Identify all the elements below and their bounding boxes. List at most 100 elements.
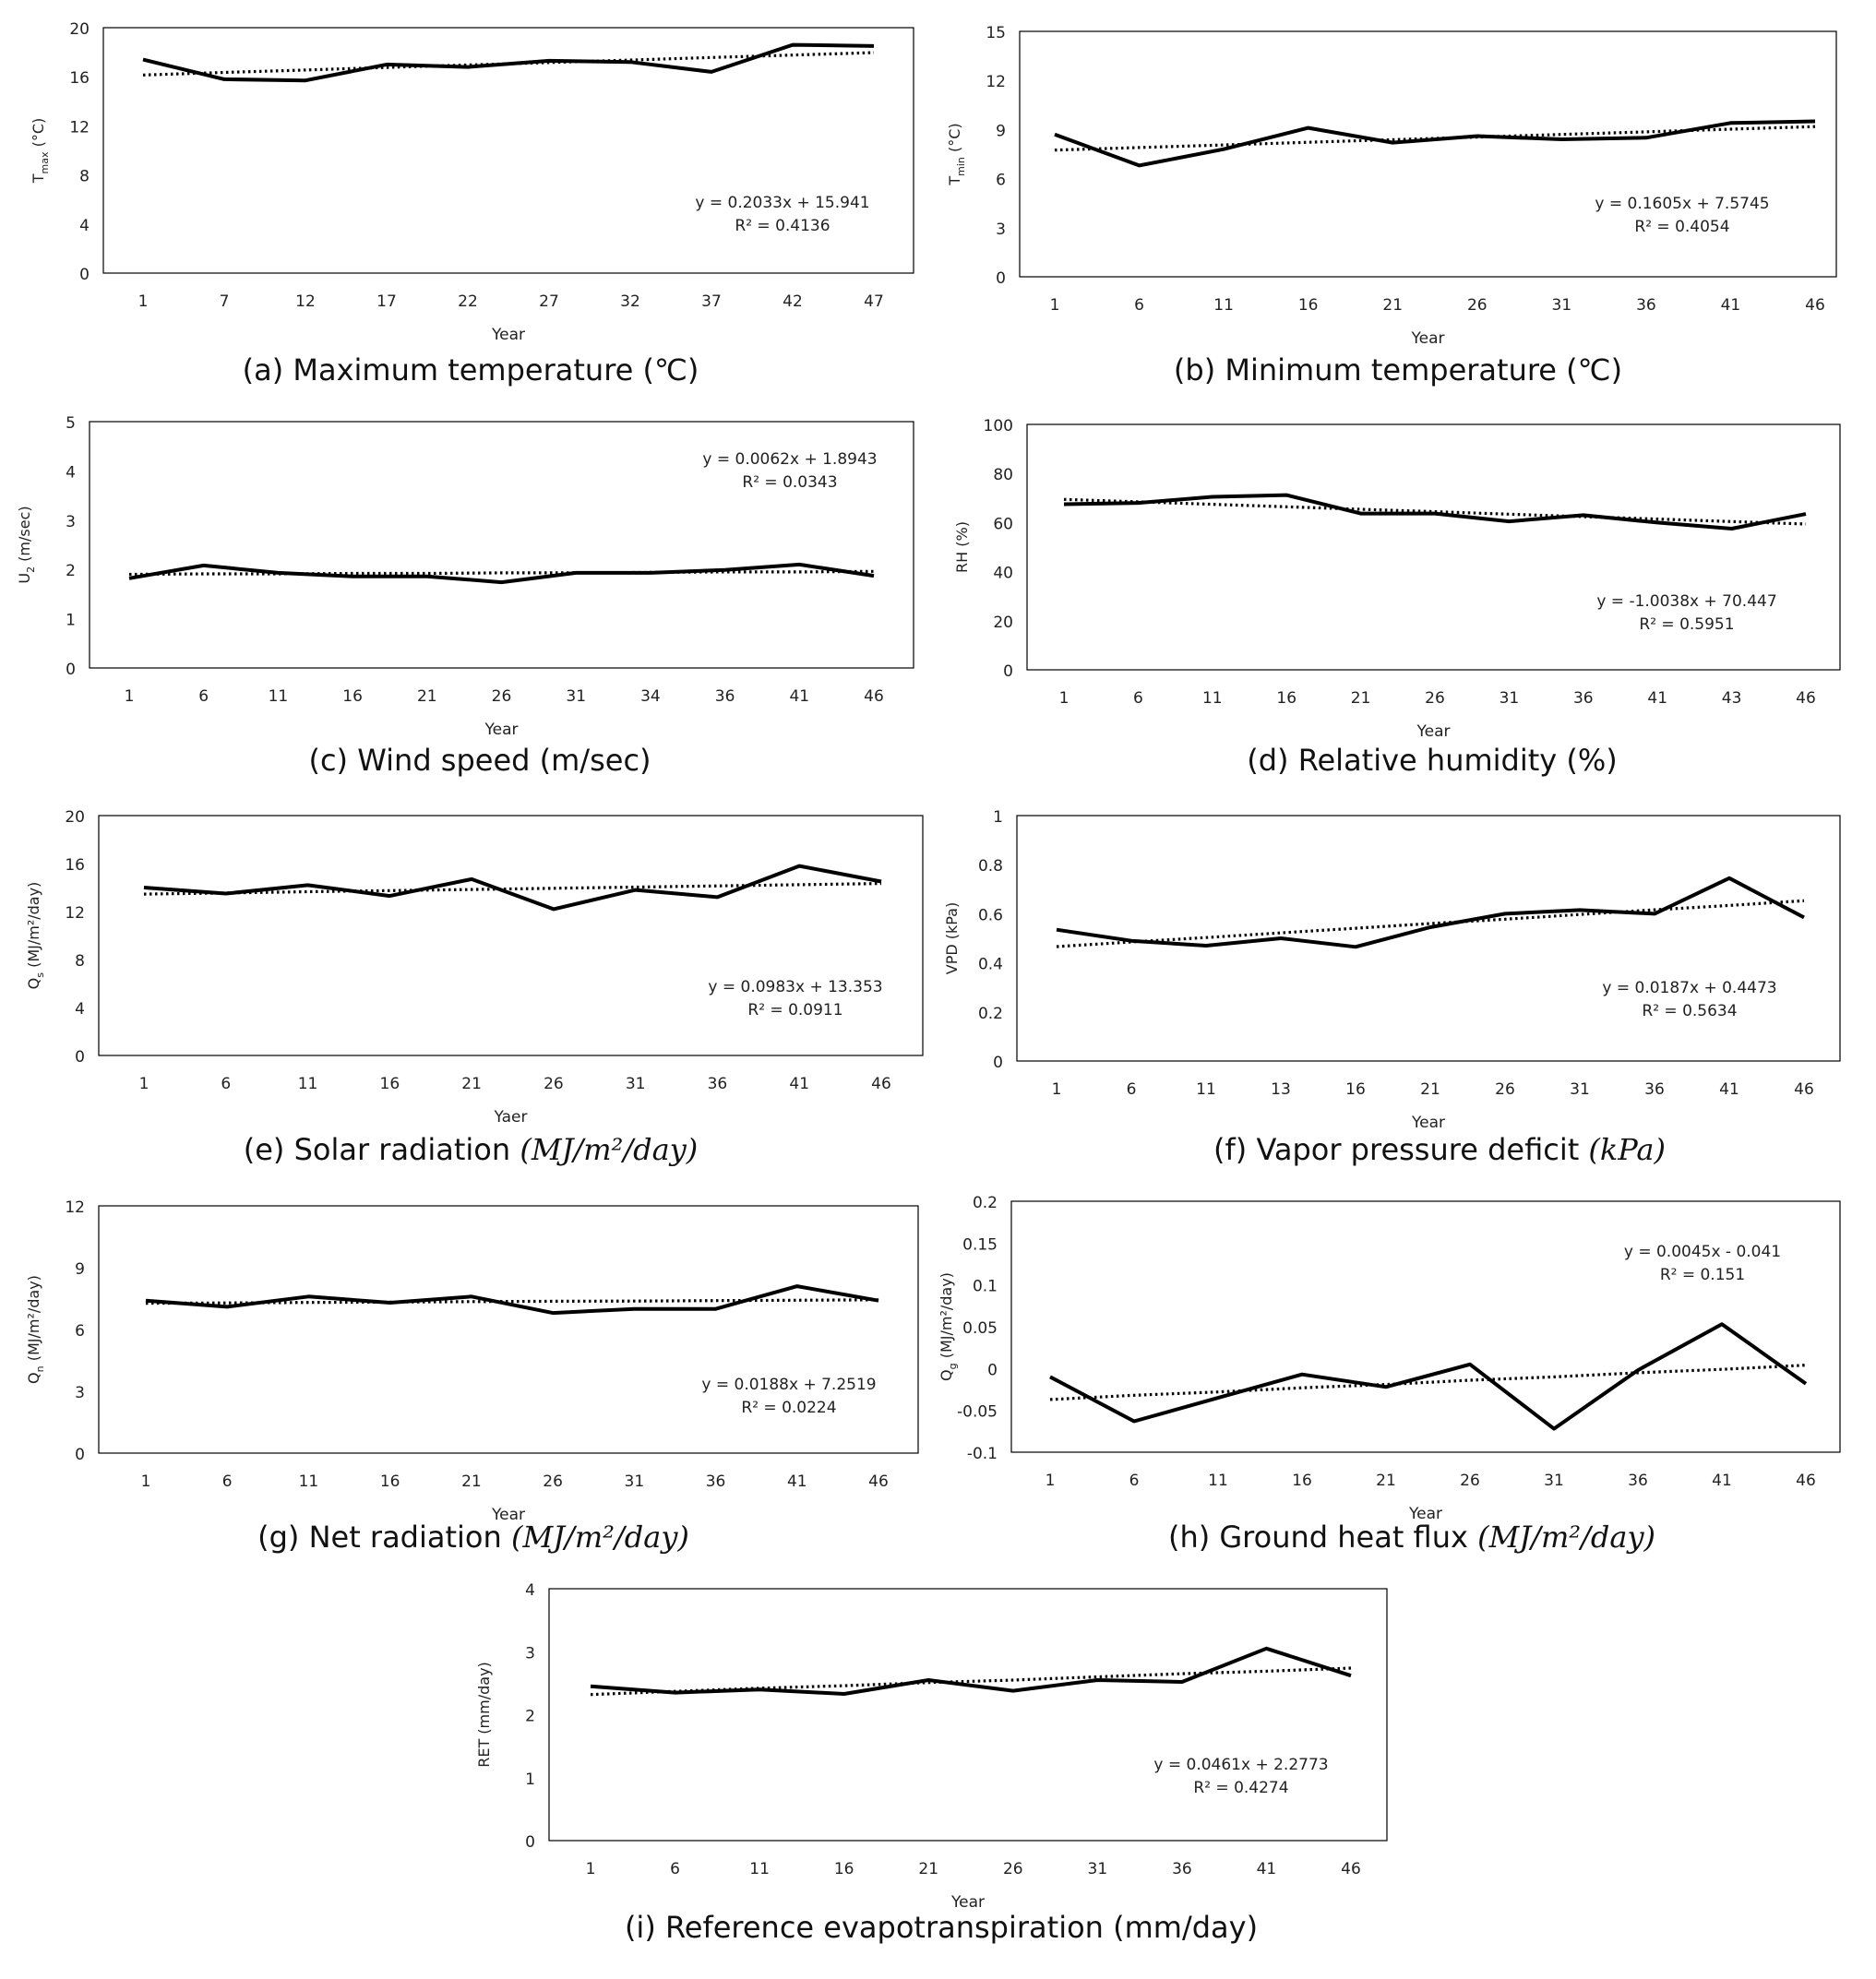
series-line-trend — [145, 1298, 879, 1305]
series-line-trend — [128, 569, 875, 577]
y-tick-label: 60 — [993, 515, 1013, 533]
x-tick-label: 31 — [1544, 1472, 1564, 1490]
x-tick-label: 46 — [864, 687, 884, 706]
y-tick-label: 20 — [993, 614, 1013, 632]
x-tick-label: 16 — [1345, 1080, 1366, 1099]
x-tick-label: 36 — [706, 1472, 726, 1491]
x-tick-label: 16 — [380, 1075, 400, 1093]
x-tick-label: 43 — [1722, 689, 1742, 708]
x-tick-label: 21 — [1351, 689, 1371, 708]
chart-panel-f: 00.20.40.60.811 6 11 13 16 21 26 31 36 41 46YearVP… — [943, 808, 1841, 1167]
x-axis-label: Yaer — [494, 1108, 528, 1127]
x-tick-label: 46 — [1796, 1472, 1816, 1490]
y-axis-label: Qn (MJ/m²/day) — [25, 1275, 46, 1384]
series-line-observed — [1054, 119, 1816, 168]
x-tick-label: 31 — [626, 1075, 646, 1093]
x-tick-label: 21 — [1376, 1472, 1396, 1490]
x-tick-label: 31 — [1570, 1080, 1590, 1099]
y-axis-label: U2 (m/sec) — [16, 506, 37, 583]
panel-caption: (f) Vapor pressure deficit (kPa) — [1213, 1132, 1666, 1167]
x-tick-label: 17 — [376, 292, 397, 311]
y-tick-label: 9 — [75, 1260, 85, 1279]
r-squared-label: R² = 0.5951 — [1639, 615, 1734, 634]
x-tick-label: 16 — [834, 1860, 854, 1878]
x-tick-label: 36 — [708, 1075, 728, 1093]
panel-caption: (c) Wind speed (m/sec) — [308, 743, 651, 778]
y-tick-label: 16 — [69, 69, 90, 88]
x-tick-label: 21 — [918, 1860, 938, 1878]
x-tick-label: 41 — [1257, 1860, 1277, 1878]
y-tick-label: 0.8 — [978, 857, 1003, 876]
plot-frame — [89, 421, 914, 669]
x-tick-label: 31 — [625, 1472, 645, 1491]
x-tick-label: 41 — [789, 687, 809, 706]
y-tick-label: 0 — [987, 1361, 998, 1379]
x-tick-label: 6 — [1127, 1080, 1137, 1099]
x-tick-label: 12 — [295, 292, 316, 311]
y-tick-label: 0.6 — [978, 906, 1003, 924]
y-axis-label: RH (%) — [953, 521, 971, 573]
series-line-trend — [1056, 899, 1805, 948]
x-tick-label: 1 — [139, 1075, 149, 1093]
x-tick-label: 46 — [868, 1472, 889, 1491]
r-squared-label: R² = 0.0343 — [742, 473, 837, 492]
y-tick-label: 12 — [69, 118, 90, 137]
x-axis-label: Year — [1408, 1505, 1442, 1523]
x-tick-label: 6 — [221, 1075, 231, 1093]
x-tick-label: 37 — [701, 292, 722, 311]
x-tick-label: 36 — [1172, 1860, 1192, 1878]
y-tick-label: 5 — [66, 414, 76, 433]
y-tick-label: 4 — [75, 1000, 85, 1019]
series-line-observed — [590, 1646, 1352, 1696]
x-tick-label: 16 — [380, 1472, 400, 1491]
x-tick-label: 47 — [864, 292, 884, 311]
x-tick-label: 16 — [1276, 689, 1296, 708]
x-tick-label: 21 — [461, 1075, 482, 1093]
x-tick-label: 46 — [1796, 689, 1816, 708]
x-tick-label: 36 — [1644, 1080, 1665, 1099]
y-tick-label: 6 — [75, 1322, 85, 1341]
x-tick-label: 31 — [566, 687, 586, 706]
x-tick-label: 41 — [1712, 1472, 1732, 1490]
series-line-trend — [143, 882, 882, 896]
x-tick-label: 36 — [1628, 1472, 1648, 1490]
y-tick-label: 6 — [996, 172, 1006, 190]
x-tick-label: 46 — [871, 1075, 891, 1093]
x-tick-label: 1 — [1046, 1472, 1056, 1490]
r-squared-label: R² = 0.4274 — [1193, 1779, 1288, 1797]
x-tick-label: 1 — [125, 687, 135, 706]
y-tick-label: 0.2 — [978, 1005, 1003, 1023]
panel-caption: (i) Reference evapotranspiration (mm/day… — [625, 1910, 1258, 1945]
trend-equation: y = 0.0045x - 0.041 — [1624, 1243, 1781, 1261]
y-tick-label: 1 — [66, 612, 76, 630]
y-axis-label: Tmin (°C) — [946, 123, 967, 185]
trend-equation: y = 0.0062x + 1.8943 — [702, 450, 877, 469]
y-tick-label: 0 — [79, 266, 90, 284]
x-axis-label: Year — [1411, 329, 1445, 348]
x-tick-label: 32 — [620, 292, 640, 311]
x-tick-label: 21 — [1420, 1080, 1440, 1099]
series-line-trend — [1063, 497, 1807, 526]
x-tick-label: 31 — [1552, 296, 1572, 315]
y-tick-label: 3 — [66, 513, 76, 531]
plot-frame — [102, 27, 914, 274]
x-tick-label: 31 — [1500, 689, 1520, 708]
x-tick-label: 26 — [1467, 296, 1488, 315]
x-tick-label: 11 — [1208, 1472, 1228, 1490]
x-tick-label: 26 — [543, 1472, 563, 1491]
x-tick-label: 41 — [1719, 1080, 1739, 1099]
x-tick-label: 1 — [586, 1860, 596, 1878]
x-tick-label: 22 — [458, 292, 478, 311]
x-tick-label: 16 — [1298, 296, 1319, 315]
y-tick-label: 3 — [75, 1384, 85, 1402]
x-axis-label: Year — [950, 1893, 985, 1912]
panel-caption: (e) Solar radiation (MJ/m²/day) — [244, 1132, 699, 1167]
plot-frame — [1016, 815, 1841, 1062]
x-tick-label: 41 — [1647, 689, 1667, 708]
y-tick-label: 15 — [986, 24, 1006, 42]
series-line-observed — [128, 562, 875, 585]
